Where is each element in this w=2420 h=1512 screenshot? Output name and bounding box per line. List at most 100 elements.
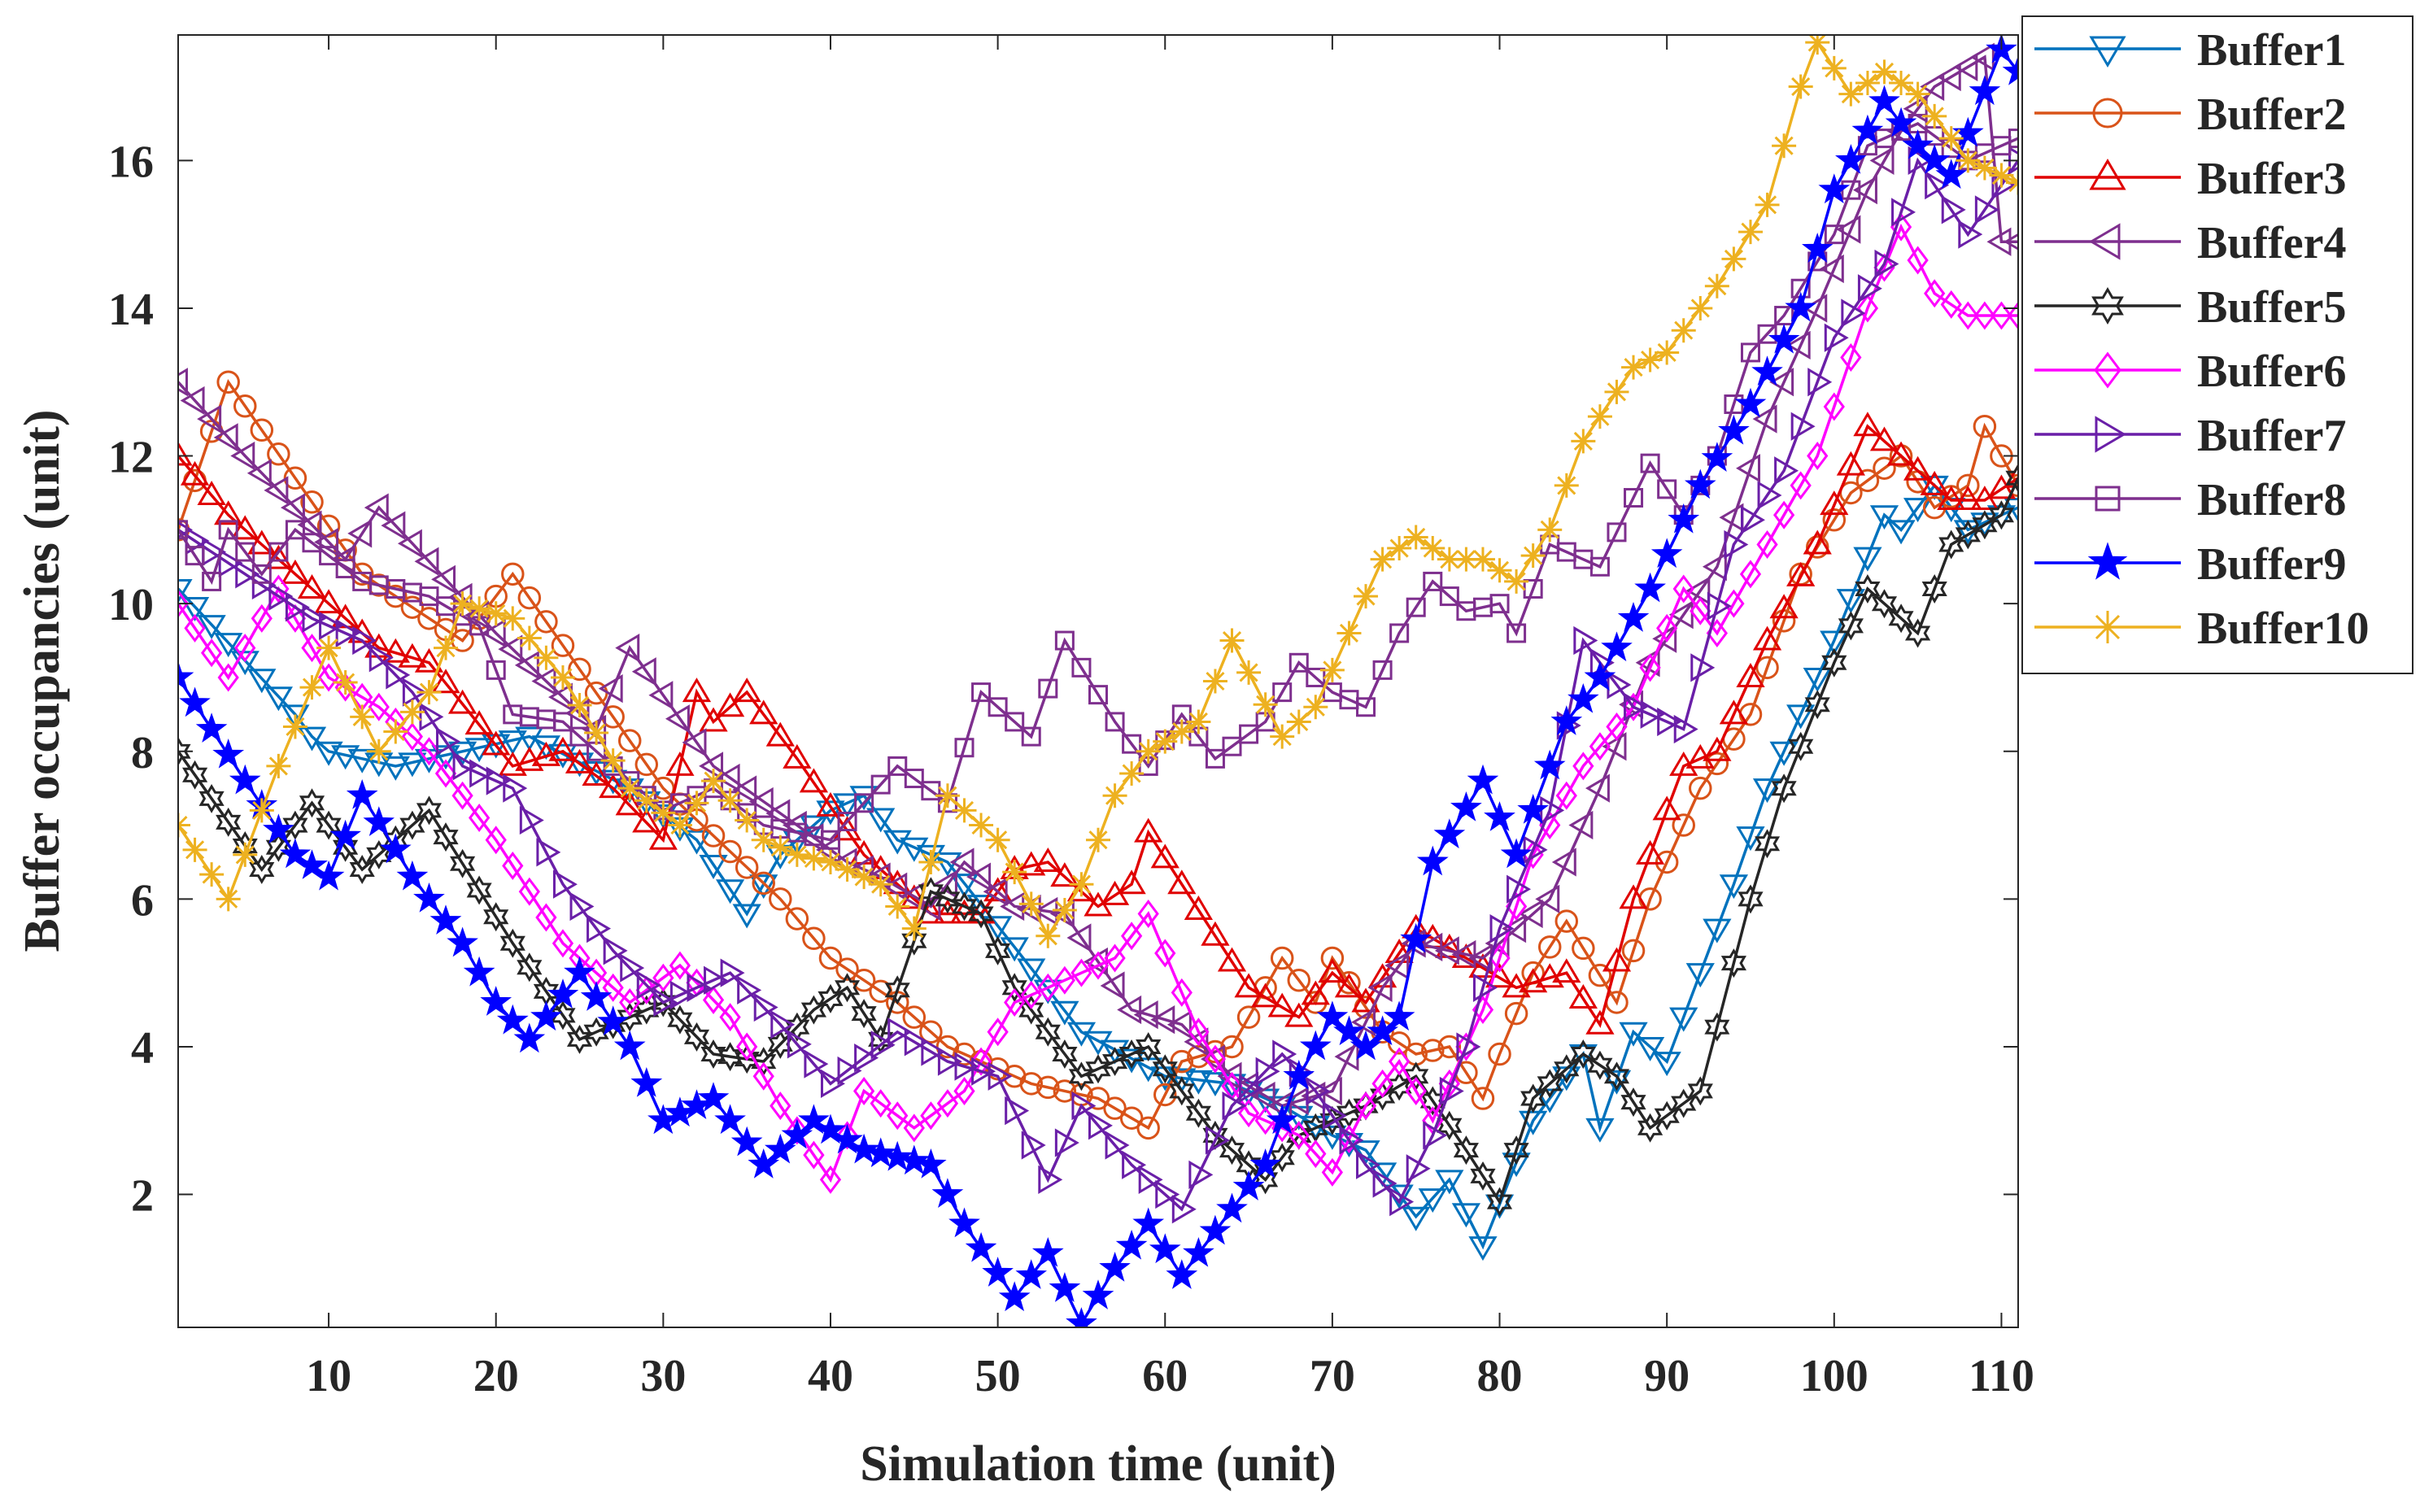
data-point-Buffer7 [178,521,193,538]
data-point-Buffer5 [667,1004,693,1035]
data-point-Buffer10 [249,798,274,823]
data-point-Buffer4 [631,657,656,686]
data-point-Buffer2 [1320,946,1345,970]
data-point-Buffer9 [263,813,294,844]
data-point-Buffer5 [985,935,1011,965]
data-point-Buffer3 [531,741,561,766]
data-point-Buffer10 [1671,318,1696,343]
data-point-Buffer3 [699,707,728,732]
data-point-Buffer6 [1606,712,1628,741]
data-point-Buffer7 [1657,707,1682,737]
data-point-Buffer10 [835,857,860,882]
data-point-Buffer8 [1824,224,1844,245]
data-point-Buffer1 [214,633,243,658]
data-point-Buffer3 [1652,795,1681,821]
data-point-Buffer4 [180,386,205,416]
data-point-Buffer9 [681,1089,713,1119]
data-point-Buffer10 [801,846,826,871]
data-point-Buffer5 [1838,611,1864,641]
data-point-Buffer2 [1053,1079,1077,1103]
data-point-Buffer9 [1099,1252,1131,1282]
data-point-Buffer7 [586,914,612,943]
data-point-Buffer6 [903,1113,925,1143]
data-point-Buffer6 [1204,1044,1227,1074]
data-point-Buffer9 [998,1281,1031,1312]
data-point-Buffer7 [1489,914,1515,943]
series-line-Buffer4 [178,54,2018,1108]
data-point-Buffer5 [1921,574,1947,603]
data-point-Buffer8 [1423,571,1443,591]
data-point-Buffer5 [1720,948,1746,978]
data-point-Buffer2 [818,946,843,970]
data-point-Buffer7 [870,1031,896,1060]
data-point-Buffer4 [983,877,1008,906]
data-point-Buffer9 [1533,749,1566,780]
data-point-Buffer3 [447,689,477,714]
data-point-Buffer6 [970,1047,992,1076]
data-point-Buffer7 [1356,1150,1380,1179]
data-point-Buffer10 [483,601,508,626]
data-point-Buffer8 [1640,453,1660,473]
data-point-Buffer8 [1507,623,1527,643]
data-point-Buffer7 [770,1010,796,1039]
data-point-Buffer5 [433,822,459,852]
data-point-Buffer6 [1137,900,1159,929]
data-point-Buffer10 [1303,695,1328,720]
data-point-Buffer6 [502,852,524,880]
series-Buffer9 [178,35,2018,1327]
legend-marker [2092,98,2123,129]
data-point-Buffer6 [1371,1069,1393,1098]
data-point-Buffer9 [346,778,378,809]
data-point-Buffer6 [669,951,691,980]
data-point-Buffer1 [949,874,979,899]
data-point-Buffer1 [1836,589,1865,614]
data-point-Buffer9 [1668,503,1700,534]
data-point-Buffer3 [1635,839,1665,865]
data-point-Buffer5 [1001,973,1027,1003]
data-point-Buffer3 [1803,529,1832,555]
data-point-Buffer10 [199,862,225,887]
data-point-Buffer10 [216,887,241,912]
data-point-Buffer10 [952,798,977,823]
data-point-Buffer9 [1082,1279,1114,1309]
data-point-Buffer3 [398,643,427,668]
data-point-Buffer4 [1250,1081,1275,1111]
data-point-Buffer10 [1052,897,1077,922]
data-point-Buffer4 [883,872,908,901]
data-point-Buffer5 [851,999,877,1029]
data-point-Buffer5 [1988,500,2014,530]
data-point-Buffer3 [615,791,644,816]
data-point-Buffer7 [1122,1150,1147,1179]
data-point-Buffer4 [682,728,707,757]
data-point-Buffer10 [1219,628,1245,653]
data-point-Buffer7 [1941,195,1966,224]
data-point-Buffer3 [715,692,745,717]
x-tick-label: 80 [1477,1351,1523,1401]
data-point-Buffer5 [835,973,861,1003]
data-point-Buffer7 [1472,973,1498,1002]
data-point-Buffer2 [1236,1005,1261,1029]
data-point-Buffer3 [1050,862,1079,887]
data-point-Buffer6 [770,1092,791,1121]
data-point-Buffer2 [1588,963,1612,987]
data-point-Buffer10 [1554,473,1579,498]
data-point-Buffer9 [1333,1015,1365,1046]
data-point-Buffer6 [852,1076,875,1105]
data-point-Buffer10 [1922,103,1947,129]
data-point-Buffer4 [1518,899,1543,929]
data-point-Buffer5 [349,855,375,884]
legend-marker [2095,486,2121,512]
data-point-Buffer10 [1270,724,1295,749]
data-point-Buffer7 [1824,323,1849,352]
data-point-Buffer2 [1873,456,1896,480]
x-tick-label: 110 [1969,1351,2034,1401]
data-point-Buffer2 [1287,968,1311,992]
data-point-Buffer1 [398,752,427,778]
data-point-Buffer5 [249,855,275,884]
data-point-Buffer10 [584,721,609,746]
data-point-Buffer1 [1568,1044,1598,1069]
data-point-Buffer10 [1437,547,1462,572]
data-point-Buffer9 [1751,355,1783,386]
data-point-Buffer10 [1821,55,1847,81]
x-tick-label: 70 [1310,1351,1355,1401]
